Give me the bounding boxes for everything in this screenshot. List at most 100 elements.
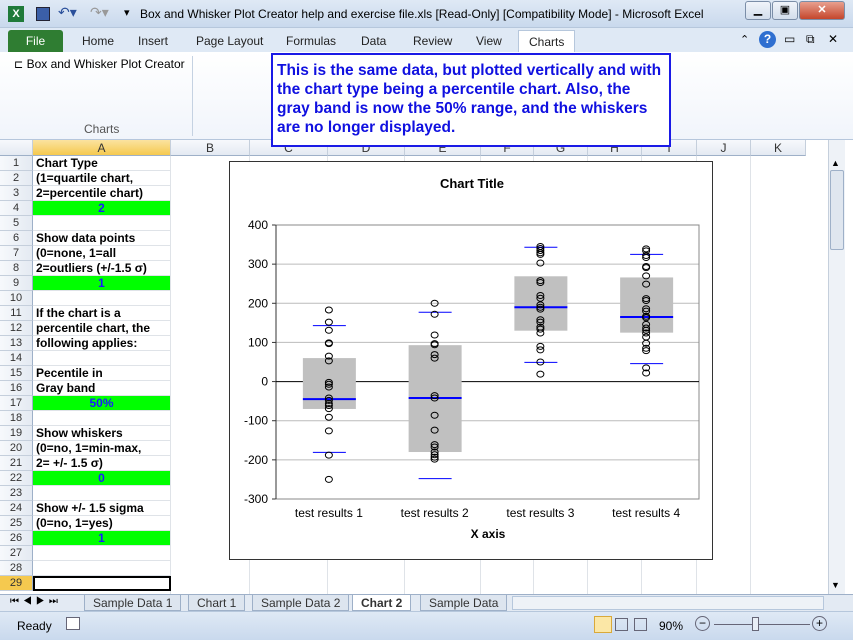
cell-A3[interactable]: 2=percentile chart)	[33, 186, 171, 201]
column-header-A[interactable]: A	[33, 140, 171, 156]
tab-view[interactable]: View	[476, 34, 502, 48]
sheet-nav-icons[interactable]: ⏮◀▶⏭	[10, 596, 62, 607]
row-header-29[interactable]: 29	[0, 576, 33, 591]
cell-A8[interactable]: 2=outliers (+/-1.5 σ)	[33, 261, 171, 276]
page-break-view-icon[interactable]	[634, 618, 647, 631]
cell-A24[interactable]: Show +/- 1.5 sigma	[33, 501, 171, 516]
cell-A10[interactable]	[33, 291, 171, 306]
select-all-corner[interactable]	[0, 140, 33, 156]
row-header-25[interactable]: 25	[0, 516, 33, 531]
redo-icon[interactable]: ↷▾	[90, 4, 109, 20]
cell-A23[interactable]	[33, 486, 171, 501]
row-header-9[interactable]: 9	[0, 276, 33, 291]
zoom-out-icon[interactable]: −	[695, 616, 710, 631]
workbook-restore-icon[interactable]: ⧉	[806, 32, 815, 46]
row-header-15[interactable]: 15	[0, 366, 33, 381]
cell-A15[interactable]: Pecentile in	[33, 366, 171, 381]
row-header-21[interactable]: 21	[0, 456, 33, 471]
cell-A28[interactable]	[33, 561, 171, 576]
row-header-7[interactable]: 7	[0, 246, 33, 261]
note-textbox[interactable]: This is the same data, but plotted verti…	[271, 53, 671, 147]
tab-data[interactable]: Data	[361, 34, 387, 48]
cell-A16[interactable]: Gray band	[33, 381, 171, 396]
cell-A12[interactable]: percentile chart, the	[33, 321, 171, 336]
row-header-19[interactable]: 19	[0, 426, 33, 441]
tab-page-layout[interactable]: Page Layout	[196, 34, 264, 48]
sheet-tab[interactable]: Sample Data 2	[252, 595, 350, 611]
row-header-28[interactable]: 28	[0, 561, 33, 576]
zoom-level[interactable]: 90%	[659, 619, 684, 633]
undo-icon[interactable]: ↶▾	[58, 4, 77, 20]
minimize-button[interactable]: ▁	[745, 1, 771, 20]
row-header-5[interactable]: 5	[0, 216, 33, 231]
tab-insert[interactable]: Insert	[138, 34, 169, 48]
cell-A13[interactable]: following applies:	[33, 336, 171, 351]
sheet-tab-active[interactable]: Chart 2	[352, 595, 412, 611]
row-header-10[interactable]: 10	[0, 291, 33, 306]
zoom-in-icon[interactable]: +	[812, 616, 827, 631]
cell-A17[interactable]: 50%	[33, 396, 171, 411]
row-header-20[interactable]: 20	[0, 441, 33, 456]
sheet-tab[interactable]: Sample Data	[420, 595, 508, 611]
cell-A19[interactable]: Show whiskers	[33, 426, 171, 441]
maximize-button[interactable]: ▣	[772, 1, 798, 20]
row-header-13[interactable]: 13	[0, 336, 33, 351]
save-icon[interactable]	[36, 7, 50, 21]
cell-A29[interactable]	[33, 576, 171, 591]
cell-A21[interactable]: 2= +/- 1.5 σ)	[33, 456, 171, 471]
row-header-23[interactable]: 23	[0, 486, 33, 501]
vertical-scrollbar[interactable]: ▲ ▼	[828, 140, 845, 594]
box-whisker-creator-button[interactable]: ⊏ Box and Whisker Plot Creator	[14, 57, 185, 71]
column-header-J[interactable]: J	[697, 140, 751, 156]
cell-A27[interactable]	[33, 546, 171, 561]
row-header-18[interactable]: 18	[0, 411, 33, 426]
workbook-close-icon[interactable]: ✕	[828, 32, 839, 46]
row-header-12[interactable]: 12	[0, 321, 33, 336]
row-header-24[interactable]: 24	[0, 501, 33, 516]
row-header-11[interactable]: 11	[0, 306, 33, 321]
page-layout-view-icon[interactable]	[615, 618, 628, 631]
cell-A20[interactable]: (0=no, 1=min-max,	[33, 441, 171, 456]
column-header-K[interactable]: K	[751, 140, 806, 156]
close-button[interactable]: ✕	[799, 1, 845, 20]
tab-formulas[interactable]: Formulas	[286, 34, 337, 48]
horizontal-scrollbar[interactable]	[512, 596, 824, 610]
minimize-ribbon-icon[interactable]: ⌃	[740, 34, 750, 46]
cell-A26[interactable]: 1	[33, 531, 171, 546]
workbook-minimize-icon[interactable]: ▭	[784, 32, 796, 46]
row-header-22[interactable]: 22	[0, 471, 33, 486]
column-header-B[interactable]: B	[171, 140, 250, 156]
row-header-8[interactable]: 8	[0, 261, 33, 276]
cell-A14[interactable]	[33, 351, 171, 366]
row-header-14[interactable]: 14	[0, 351, 33, 366]
row-header-1[interactable]: 1	[0, 156, 33, 171]
cell-A1[interactable]: Chart Type	[33, 156, 171, 171]
row-header-2[interactable]: 2	[0, 171, 33, 186]
row-header-3[interactable]: 3	[0, 186, 33, 201]
scroll-up-icon[interactable]: ▲	[831, 158, 840, 168]
customize-qat-icon[interactable]: ▾	[124, 7, 130, 19]
cell-A22[interactable]: 0	[33, 471, 171, 486]
macro-record-icon[interactable]	[66, 617, 80, 630]
row-header-26[interactable]: 26	[0, 531, 33, 546]
cell-A6[interactable]: Show data points	[33, 231, 171, 246]
cell-A18[interactable]	[33, 411, 171, 426]
cell-A5[interactable]	[33, 216, 171, 231]
tab-review[interactable]: Review	[413, 34, 453, 48]
row-header-4[interactable]: 4	[0, 201, 33, 216]
scroll-down-icon[interactable]: ▼	[831, 580, 840, 590]
cell-A9[interactable]: 1	[33, 276, 171, 291]
row-header-17[interactable]: 17	[0, 396, 33, 411]
zoom-slider[interactable]	[714, 624, 810, 625]
normal-view-icon[interactable]	[594, 616, 612, 633]
tab-charts[interactable]: Charts	[518, 30, 576, 52]
cell-A2[interactable]: (1=quartile chart,	[33, 171, 171, 186]
cell-A25[interactable]: (0=no, 1=yes)	[33, 516, 171, 531]
scroll-thumb[interactable]	[830, 170, 844, 250]
cell-A7[interactable]: (0=none, 1=all	[33, 246, 171, 261]
cell-A4[interactable]: 2	[33, 201, 171, 216]
sheet-tab[interactable]: Sample Data 1	[84, 595, 182, 611]
cell-A11[interactable]: If the chart is a	[33, 306, 171, 321]
row-header-6[interactable]: 6	[0, 231, 33, 246]
help-icon[interactable]: ?	[759, 31, 776, 48]
